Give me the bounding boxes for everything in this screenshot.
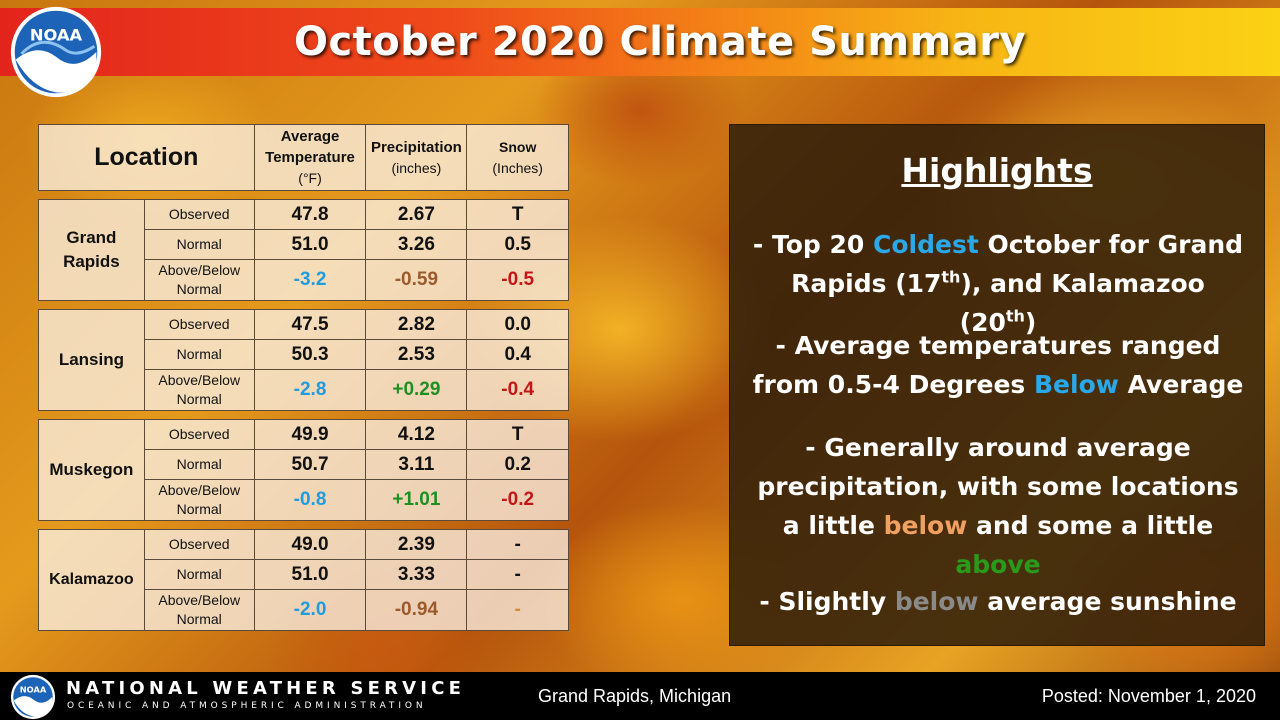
row-label: Above/Below Normal — [143, 589, 255, 631]
normal-precip: 3.11 — [365, 449, 468, 480]
departure-precip: -0.59 — [365, 259, 468, 301]
observed-snow: 0.0 — [466, 309, 569, 340]
highlight-coldest: - Top 20 Coldest October for Grand Rapid… — [752, 230, 1244, 337]
highlight-precipitation: - Generally around average precipitation… — [757, 433, 1239, 579]
row-label: Normal — [143, 229, 255, 260]
observed-precip: 2.82 — [365, 309, 468, 340]
location-name: Kalamazoo — [38, 529, 145, 631]
noaa-footer-logo-icon: NOAA — [10, 674, 56, 720]
departure-temp: -2.0 — [253, 589, 367, 631]
departure-snow: - — [466, 589, 569, 631]
observed-temp: 49.9 — [253, 419, 367, 450]
departure-temp: -0.8 — [253, 479, 367, 521]
table-header-row: Location Average Temperature (°F) Precip… — [38, 124, 569, 191]
table-row: Grand Rapids Observed 47.8 2.67 T — [38, 199, 569, 301]
highlight-sunshine: - Slightly below average sunshine — [759, 587, 1237, 616]
row-label: Observed — [143, 419, 255, 450]
departure-snow: -0.4 — [466, 369, 569, 411]
departure-temp: -2.8 — [253, 369, 367, 411]
row-label: Observed — [143, 199, 255, 230]
noaa-footer-logo-text: NOAA — [20, 684, 47, 694]
header-snow: Snow (Inches) — [466, 124, 569, 191]
noaa-logo-text: NOAA — [30, 25, 83, 44]
normal-snow: 0.4 — [466, 339, 569, 370]
normal-precip: 2.53 — [365, 339, 468, 370]
observed-temp: 47.5 — [253, 309, 367, 340]
observed-temp: 47.8 — [253, 199, 367, 230]
observed-snow: T — [466, 199, 569, 230]
normal-precip: 3.33 — [365, 559, 468, 590]
table-row: Muskegon Observed 49.9 4.12 T — [38, 419, 569, 521]
table-row: Normal 50.3 2.53 0.4 — [39, 339, 569, 370]
normal-snow: 0.2 — [466, 449, 569, 480]
departure-precip: +0.29 — [365, 369, 468, 411]
normal-temp: 50.3 — [253, 339, 367, 370]
departure-temp: -3.2 — [253, 259, 367, 301]
header-location: Location — [38, 124, 255, 191]
normal-snow: 0.5 — [466, 229, 569, 260]
row-label: Normal — [143, 449, 255, 480]
departure-precip: +1.01 — [365, 479, 468, 521]
table-row: Normal 51.0 3.26 0.5 — [39, 229, 569, 260]
normal-temp: 51.0 — [253, 229, 367, 260]
highlights-title: Highlights — [901, 151, 1093, 190]
agency-subtitle: OCEANIC AND ATMOSPHERIC ADMINISTRATION — [67, 701, 427, 711]
title-banner: October 2020 Climate Summary — [0, 8, 1280, 76]
observed-snow: - — [466, 529, 569, 560]
table-row: Normal 50.7 3.11 0.2 — [39, 449, 569, 480]
page-title: October 2020 Climate Summary — [293, 19, 1027, 65]
location-name: Grand Rapids — [38, 199, 145, 301]
normal-snow: - — [466, 559, 569, 590]
observed-precip: 2.39 — [365, 529, 468, 560]
observed-temp: 49.0 — [253, 529, 367, 560]
footer-bar: NOAA NATIONAL WEATHER SERVICE OCEANIC AN… — [0, 672, 1280, 720]
row-label: Above/Below Normal — [143, 369, 255, 411]
location-name: Lansing — [38, 309, 145, 411]
table-row: Normal 51.0 3.33 - — [39, 559, 569, 590]
location-name: Muskegon — [38, 419, 145, 521]
table-row: Above/Below Normal -0.8 +1.01 -0.2 — [39, 479, 569, 521]
departure-precip: -0.94 — [365, 589, 468, 631]
row-label: Above/Below Normal — [143, 479, 255, 521]
observed-precip: 2.67 — [365, 199, 468, 230]
table-row: Lansing Observed 47.5 2.82 0.0 — [38, 309, 569, 411]
observed-precip: 4.12 — [365, 419, 468, 450]
table-row: Kalamazoo Observed 49.0 2.39 - — [38, 529, 569, 631]
noaa-logo-icon: NOAA — [10, 6, 102, 98]
office-location: Grand Rapids, Michigan — [538, 686, 732, 706]
row-label: Normal — [143, 339, 255, 370]
table-row: Above/Below Normal -2.8 +0.29 -0.4 — [39, 369, 569, 411]
row-label: Observed — [143, 529, 255, 560]
header-precipitation: Precipitation (inches) — [365, 124, 468, 191]
table-row: Above/Below Normal -3.2 -0.59 -0.5 — [39, 259, 569, 301]
row-label: Normal — [143, 559, 255, 590]
normal-precip: 3.26 — [365, 229, 468, 260]
table-row: Above/Below Normal -2.0 -0.94 - — [39, 589, 569, 631]
posted-date: Posted: November 1, 2020 — [1041, 686, 1256, 706]
row-label: Observed — [143, 309, 255, 340]
departure-snow: -0.5 — [466, 259, 569, 301]
climate-table: Location Average Temperature (°F) Precip… — [38, 124, 569, 631]
normal-temp: 50.7 — [253, 449, 367, 480]
observed-snow: T — [466, 419, 569, 450]
normal-temp: 51.0 — [253, 559, 367, 590]
departure-snow: -0.2 — [466, 479, 569, 521]
row-label: Above/Below Normal — [143, 259, 255, 301]
header-temperature: Average Temperature (°F) — [253, 124, 367, 191]
highlight-temperature: - Average temperatures ranged from 0.5-4… — [752, 331, 1244, 399]
agency-name: NATIONAL WEATHER SERVICE — [66, 678, 466, 699]
highlights-panel: Highlights - Top 20 Coldest October for … — [729, 124, 1265, 646]
